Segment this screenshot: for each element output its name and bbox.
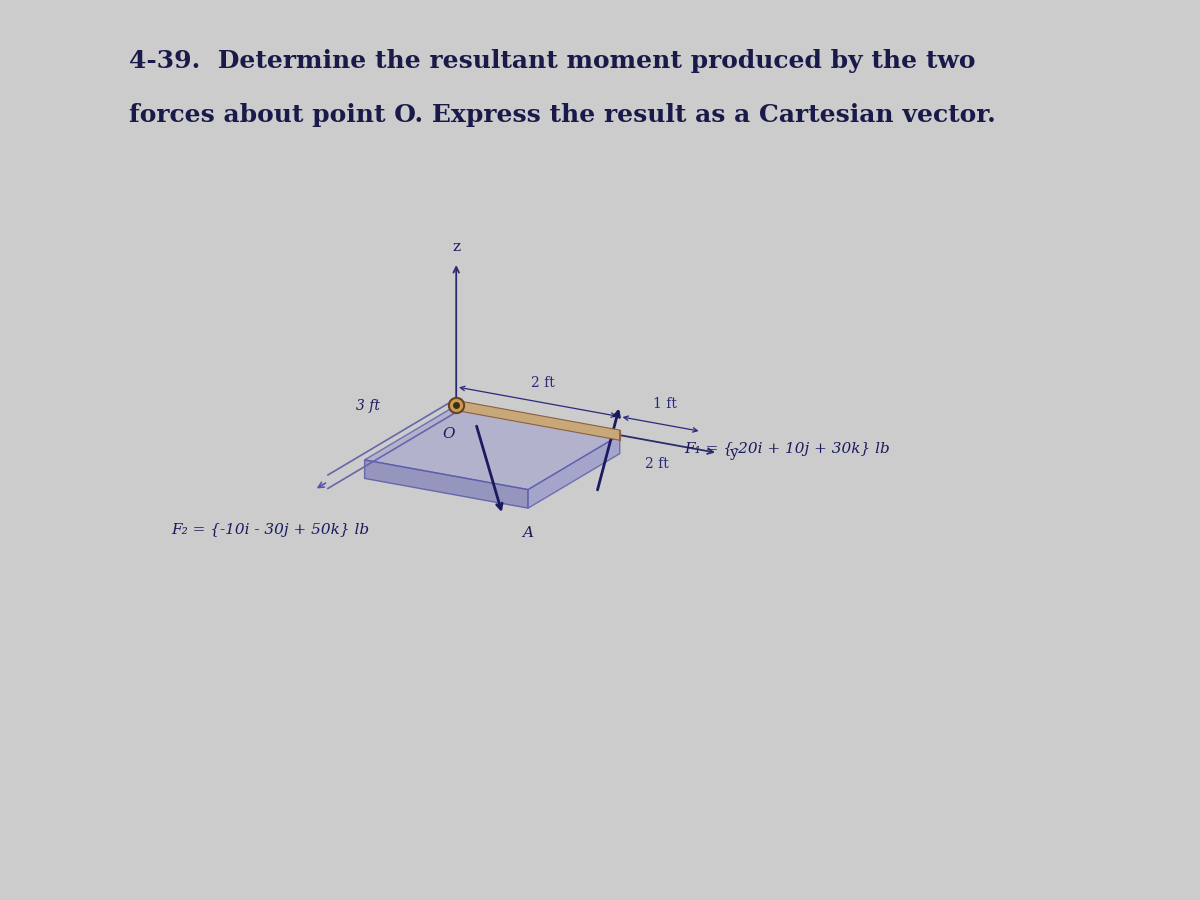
Text: 4-39.  Determine the resultant moment produced by the two: 4-39. Determine the resultant moment pro… [130, 49, 976, 73]
Text: F₁ = {-20i + 10j + 30k} lb: F₁ = {-20i + 10j + 30k} lb [685, 442, 890, 456]
Text: z: z [452, 240, 461, 255]
Text: 2 ft: 2 ft [530, 376, 554, 390]
Text: O: O [443, 428, 455, 441]
Text: forces about point O. Express the result as a Cartesian vector.: forces about point O. Express the result… [130, 104, 996, 127]
Polygon shape [365, 405, 619, 490]
Text: 1 ft: 1 ft [654, 397, 677, 410]
Polygon shape [456, 400, 619, 440]
Text: 2 ft: 2 ft [644, 457, 668, 472]
Text: y: y [730, 446, 738, 460]
Text: 3 ft: 3 ft [356, 399, 380, 412]
Text: A: A [522, 526, 534, 540]
Polygon shape [365, 460, 528, 508]
Polygon shape [528, 435, 619, 508]
Text: F₂ = {-10i - 30j + 50k} lb: F₂ = {-10i - 30j + 50k} lb [172, 523, 370, 537]
